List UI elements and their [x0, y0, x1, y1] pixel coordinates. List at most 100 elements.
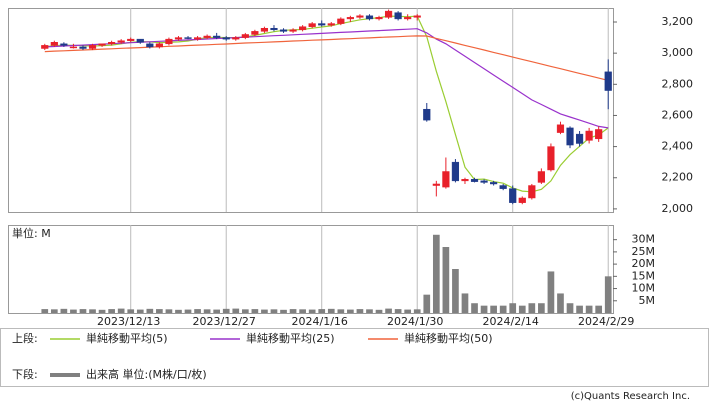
- candle-body: [384, 10, 393, 18]
- volume-bar: [547, 271, 555, 313]
- volume-bar: [299, 309, 306, 313]
- candle-body: [241, 34, 249, 38]
- candle-body: [251, 31, 259, 35]
- candle-body: [60, 43, 68, 46]
- candle-body: [260, 27, 269, 32]
- volume-bar: [528, 303, 536, 313]
- copyright: (c)Quants Research Inc.: [571, 391, 690, 402]
- volume-bar: [251, 309, 259, 313]
- candle-body: [585, 130, 593, 141]
- volume-bar: [165, 309, 173, 313]
- candle-body: [442, 171, 450, 188]
- volume-bar: [509, 303, 517, 313]
- volume-bar: [585, 305, 593, 313]
- volume-bar: [404, 309, 412, 313]
- volume-bar: [70, 309, 77, 313]
- volume-bar: [499, 305, 507, 313]
- volume-bar: [270, 309, 278, 313]
- volume-bar: [127, 309, 135, 313]
- volume-bar: [576, 305, 583, 313]
- ma-line: [44, 28, 609, 129]
- candle-body: [155, 43, 163, 48]
- volume-bar: [194, 309, 201, 313]
- y-tick-label: 2,200: [662, 171, 694, 184]
- candle-body: [279, 29, 288, 32]
- volume-bar: [203, 309, 211, 313]
- candle-body: [537, 171, 545, 183]
- candle-body: [318, 23, 326, 26]
- candle-body: [566, 127, 574, 146]
- candle-body: [575, 133, 584, 144]
- candle-body: [404, 17, 412, 20]
- volume-bar: [557, 293, 564, 313]
- candle-body: [461, 179, 469, 182]
- candle-body: [299, 26, 307, 31]
- volume-bar: [471, 303, 478, 313]
- volume-bar: [356, 309, 364, 313]
- candle-body: [308, 23, 316, 27]
- volume-bar: [394, 309, 402, 313]
- candle-body: [117, 40, 125, 43]
- volume-bar: [175, 309, 182, 313]
- volume-bar: [213, 309, 221, 313]
- volume-bar: [452, 269, 459, 313]
- candle-body: [509, 188, 517, 203]
- candle-body: [556, 124, 565, 133]
- candle-body: [79, 46, 87, 49]
- volume-bar: [232, 308, 240, 313]
- candle-body: [184, 37, 192, 39]
- candle-body: [136, 38, 144, 43]
- legend-label: 単純移動平均(50): [404, 331, 493, 345]
- volume-bar: [184, 309, 192, 313]
- candle-body: [165, 38, 173, 45]
- candle-body: [50, 42, 58, 46]
- x-tick-label: 2024/2/14: [483, 315, 539, 328]
- legend-label: 出来高 単位:(M株/口/枚): [86, 367, 207, 381]
- volume-bar: [595, 305, 603, 313]
- volume-unit: 単位: M: [12, 226, 51, 240]
- candle-body: [413, 15, 421, 18]
- candle-body: [604, 71, 612, 91]
- candle-body: [595, 129, 603, 140]
- volume-bar: [41, 309, 49, 313]
- candle-body: [423, 108, 431, 121]
- y-tick-label: 3,200: [662, 15, 694, 28]
- candle-body: [203, 35, 211, 38]
- x-tick-label: 2024/1/16: [292, 315, 348, 328]
- y-tick-label: 2,800: [662, 77, 694, 90]
- candle-body: [127, 38, 135, 41]
- candle-body: [432, 183, 440, 186]
- volume-bar: [241, 309, 249, 313]
- volume-bar: [261, 309, 268, 313]
- volume-tick-label: 25M: [632, 245, 656, 258]
- y-tick-label: 2,000: [662, 202, 694, 215]
- volume-bar: [480, 305, 488, 313]
- legend-upper-label: 上段:: [12, 331, 38, 345]
- volume-bar: [566, 303, 574, 313]
- volume-bar: [108, 309, 115, 313]
- candle-body: [98, 43, 106, 46]
- candle-body: [41, 45, 49, 49]
- volume-bar: [222, 308, 230, 313]
- volume-tick-label: 20M: [632, 257, 656, 270]
- volume-bar: [60, 308, 68, 313]
- volume-bar: [375, 309, 383, 313]
- x-tick-label: 2023/12/27: [193, 315, 256, 328]
- candle-body: [499, 185, 507, 189]
- candle-body: [193, 37, 202, 40]
- candle-body: [327, 23, 335, 26]
- candle-body: [356, 15, 364, 18]
- x-tick-label: 2024/1/30: [387, 315, 443, 328]
- volume-bar: [413, 309, 421, 313]
- volume-bar: [146, 308, 154, 313]
- volume-bar: [308, 309, 316, 313]
- candle-body: [213, 35, 221, 38]
- volume-bar: [490, 305, 497, 313]
- volume-bar: [327, 308, 335, 313]
- candle-body: [490, 182, 498, 185]
- candle-body: [346, 17, 354, 20]
- candle-body: [270, 27, 278, 31]
- volume-bar: [385, 308, 392, 313]
- candle-body: [88, 45, 97, 49]
